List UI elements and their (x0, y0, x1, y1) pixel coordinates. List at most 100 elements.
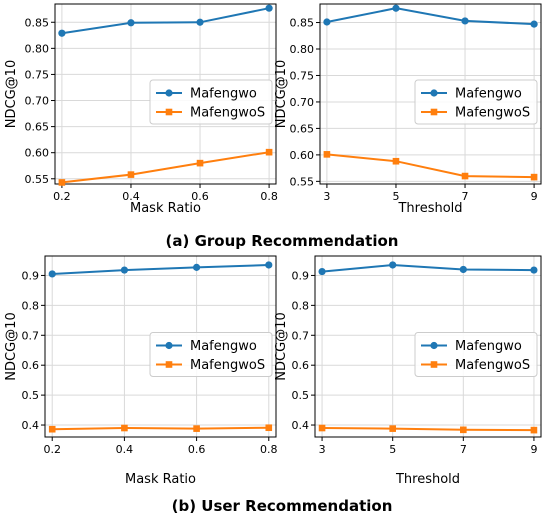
y-tick-label: 0.80 (290, 43, 315, 56)
data-point-mafengwo (461, 17, 469, 25)
y-tick-label: 0.4 (292, 419, 310, 432)
y-tick-label: 0.60 (290, 149, 315, 162)
data-point-mafengwo (530, 266, 538, 274)
data-point-mafengwos (265, 424, 273, 432)
x-tick-label: 0.2 (43, 443, 61, 456)
y-tick-label: 0.85 (290, 17, 315, 30)
series-line-mafengwo (326, 7, 535, 26)
y-axis-label: NDCG@10 (274, 60, 289, 128)
data-point-mafengwo (265, 4, 273, 12)
data-point-mafengwos (127, 171, 135, 178)
y-tick-label: 0.5 (292, 389, 310, 402)
x-tick-label: 9 (530, 443, 537, 456)
data-point-mafengwos (460, 426, 467, 434)
x-tick-label: 0.8 (260, 190, 278, 203)
caption-user-recommendation: (b) User Recommendation (172, 497, 393, 515)
y-tick-label: 0.55 (25, 173, 50, 186)
legend: Mafengwo MafengwoS (149, 332, 273, 377)
legend-marker-mafengwo (165, 89, 173, 97)
data-point-mafengwos (48, 425, 56, 433)
y-tick-label: 0.65 (25, 121, 50, 134)
data-point-mafengwo (48, 270, 56, 278)
legend-label-mafengwo: Mafengwo (455, 87, 522, 102)
y-tick-label: 0.75 (290, 69, 315, 82)
chart-panels: 0.2 0.4 0.6 0.80.550.600.650.700.750.800.85… (4, 3, 542, 487)
y-tick-label: 0.6 (292, 359, 310, 372)
legend-label-mafengwos: MafengwoS (455, 106, 530, 121)
caption-group-recommendation: (a) Group Recommendation (166, 232, 399, 250)
data-point-mafengwo (127, 19, 135, 27)
data-point-mafengwos (530, 173, 538, 181)
chart-panel-1: 0.2 0.4 0.6 0.8 0.55 0.60 0.65 0.70 0.75 0.80 0.85… (4, 3, 278, 216)
y-tick-label: 0.70 (25, 95, 50, 108)
y-tick-label: 0.55 (290, 175, 315, 188)
data-point-mafengwo (265, 261, 273, 269)
chart-panel-4: 3 5 7 9 0.4 0.5 0.6 0.7 0.8 0.9 Threshold NDCG@10 Ma… (274, 255, 542, 487)
data-point-mafengwo (318, 267, 326, 276)
data-point-mafengwos (193, 425, 200, 432)
series-line-mafengwos (326, 153, 535, 179)
data-point-mafengwo (120, 266, 129, 274)
series-line-mafengwos (61, 151, 270, 184)
y-tick-label: 0.7 (22, 329, 40, 342)
y-axis-label: NDCG@10 (4, 60, 19, 128)
data-point-mafengwo (389, 261, 397, 269)
series-line-mafengwo (322, 263, 534, 273)
x-tick-label: 7 (460, 443, 467, 456)
data-point-mafengwos (323, 151, 331, 158)
data-point-mafengwo (392, 4, 400, 12)
data-point-mafengwos (196, 159, 204, 167)
x-tick-label: 5 (392, 190, 399, 203)
legend-marker-mafengwos (430, 361, 438, 368)
data-point-mafengwos (389, 425, 396, 432)
plot-frame (54, 3, 277, 185)
data-point-mafengwos (461, 172, 469, 180)
x-axis-label: Threshold (397, 201, 462, 216)
y-tick-label: 0.6 (22, 359, 40, 372)
series-line-mafengwo (61, 7, 270, 35)
y-tick-label: 0.65 (290, 122, 315, 135)
x-tick-label: 0.6 (188, 443, 206, 456)
x-tick-label: 0.8 (260, 443, 278, 456)
legend-label-mafengwos: MafengwoS (190, 106, 265, 121)
data-point-mafengwo (58, 29, 66, 37)
chart-panel-2: 3 5 7 9 0.55 0.60 0.65 0.70 0.75 0.80 0.85 Threshol… (274, 3, 542, 216)
x-tick-label: 5 (389, 443, 396, 456)
data-point-mafengwos (530, 426, 538, 434)
x-axis-label: Mask Ratio (130, 201, 201, 216)
x-tick-label: 3 (323, 190, 330, 203)
x-axis-label: Mask Ratio (125, 472, 196, 487)
y-tick-label: 0.85 (25, 16, 50, 29)
legend-label-mafengwos: MafengwoS (190, 358, 265, 373)
data-point-mafengwo (530, 20, 538, 28)
series-line-mafengwos (322, 427, 534, 432)
plot-frame (44, 255, 277, 438)
legend-marker-mafengwo (430, 341, 438, 350)
y-tick-label: 0.4 (22, 419, 40, 432)
legend-label-mafengwo: Mafengwo (190, 87, 257, 102)
series-line-mafengwos (52, 426, 269, 431)
y-tick-label: 0.8 (22, 299, 40, 312)
y-tick-label: 0.9 (22, 269, 40, 282)
x-tick-label: 0.2 (53, 190, 71, 203)
data-point-mafengwo (196, 18, 204, 26)
legend-marker-mafengwo (165, 341, 173, 350)
x-tick-label: 3 (319, 443, 326, 456)
x-tick-label: 9 (531, 190, 538, 203)
legend-label-mafengwo: Mafengwo (190, 339, 257, 354)
x-tick-label: 7 (462, 190, 469, 203)
y-axis-label: NDCG@10 (4, 312, 19, 380)
legend-marker-mafengwo (430, 89, 438, 97)
y-tick-label: 0.7 (292, 329, 310, 342)
data-point-mafengwos (265, 148, 273, 156)
x-axis-label: Threshold (395, 472, 460, 487)
plot-frame (319, 3, 542, 185)
legend-label-mafengwos: MafengwoS (455, 358, 530, 373)
data-point-mafengwos (58, 179, 66, 186)
y-tick-label: 0.8 (292, 299, 310, 312)
x-tick-label: 0.6 (191, 190, 209, 203)
data-point-mafengwos (318, 424, 326, 432)
data-point-mafengwos (392, 157, 400, 165)
